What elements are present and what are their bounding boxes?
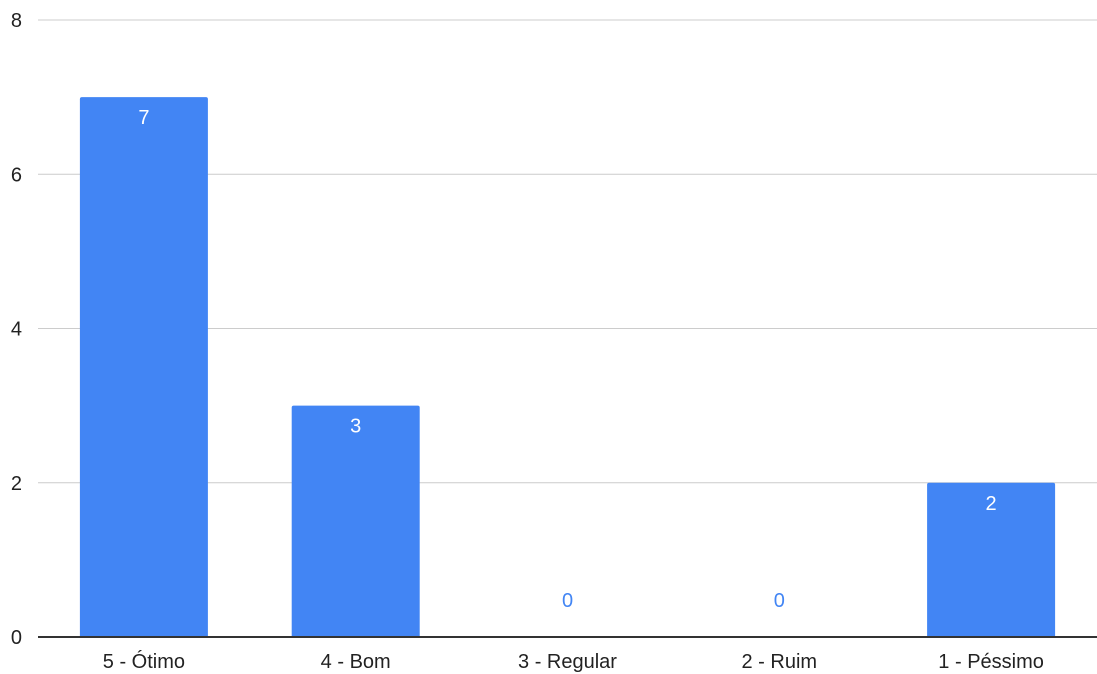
data-label: 7 bbox=[138, 107, 149, 129]
bar bbox=[927, 482, 1056, 637]
x-tick-label: 5 - Ótimo bbox=[103, 650, 185, 673]
data-label: 0 bbox=[562, 590, 573, 612]
x-axis-ticks: 5 - Ótimo 4 - Bom 3 - Regular 2 - Ruim 1 - P… bbox=[103, 650, 1044, 673]
y-tick-label: 0 bbox=[11, 627, 22, 649]
y-axis-ticks: 0 2 4 6 8 bbox=[11, 10, 22, 649]
y-tick-label: 4 bbox=[11, 319, 22, 341]
data-label: 0 bbox=[774, 590, 785, 612]
x-tick-label: 2 - Ruim bbox=[742, 651, 818, 673]
x-tick-label: 4 - Bom bbox=[321, 651, 391, 673]
y-tick-label: 8 bbox=[11, 10, 22, 32]
bars bbox=[79, 97, 1056, 637]
data-label: 2 bbox=[986, 493, 997, 515]
data-labels: 7 3 0 0 2 bbox=[138, 107, 996, 612]
data-label: 3 bbox=[350, 416, 361, 438]
y-tick-label: 2 bbox=[11, 473, 22, 495]
x-tick-label: 3 - Regular bbox=[518, 651, 617, 673]
gridlines bbox=[38, 19, 1097, 484]
y-tick-label: 6 bbox=[11, 164, 22, 186]
bar bbox=[291, 405, 420, 637]
bar bbox=[79, 97, 208, 637]
x-tick-label: 1 - Péssimo bbox=[938, 651, 1044, 673]
